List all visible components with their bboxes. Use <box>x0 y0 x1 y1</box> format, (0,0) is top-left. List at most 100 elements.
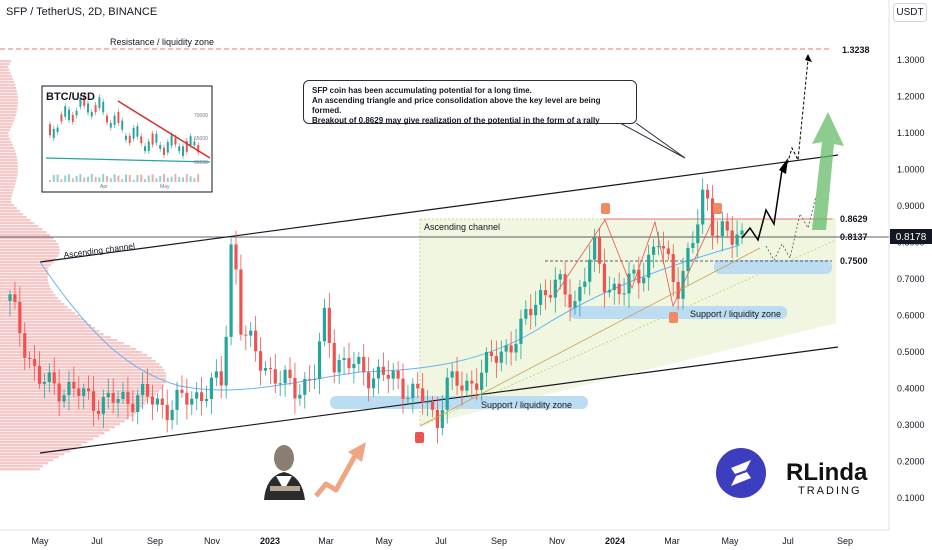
time-tick-4: 2023 <box>260 536 280 546</box>
symbol-header: SFP / TetherUS, 2D, BINANCE <box>6 6 158 18</box>
candle <box>249 322 253 348</box>
candle <box>396 361 400 390</box>
candle <box>401 363 405 414</box>
candle <box>602 248 607 308</box>
candle <box>597 228 602 274</box>
btc-inset-tick-2: 65000 <box>194 136 208 142</box>
price-tick-12: 0.1000 <box>897 493 925 503</box>
candle <box>706 183 710 211</box>
candle <box>91 376 96 427</box>
candle <box>470 370 474 399</box>
btc-inset-month-1: Apr <box>100 184 108 190</box>
candle <box>67 370 71 411</box>
time-tick-11: Mar <box>664 536 680 546</box>
candle <box>8 289 12 317</box>
candle <box>23 322 27 371</box>
price-tick-2: 1.1000 <box>897 128 925 138</box>
candle <box>101 389 105 429</box>
rlinda-logo-bottom: TRADING <box>798 485 862 497</box>
candle <box>293 362 297 414</box>
trader-illustration <box>264 445 305 500</box>
candle <box>268 357 272 385</box>
candle <box>637 256 641 299</box>
pattern-zigzag <box>554 219 713 308</box>
candle <box>661 231 665 264</box>
candle <box>656 231 661 256</box>
candle <box>131 390 135 422</box>
rlinda-logo: RLinda TRADING <box>786 459 868 497</box>
candle <box>494 340 498 379</box>
candle <box>524 300 528 325</box>
candle <box>450 363 454 390</box>
candle <box>342 346 346 375</box>
candle <box>514 329 518 361</box>
candle <box>740 223 744 245</box>
support-zone-low-label: Support / liquidity zone <box>481 400 572 410</box>
candle <box>199 377 204 416</box>
btc-inset-tick-1: 70000 <box>194 113 208 119</box>
candle <box>480 359 484 402</box>
candle <box>337 353 341 384</box>
candle <box>430 396 435 418</box>
marker-top-1 <box>601 203 610 214</box>
time-tick-1: Jul <box>91 536 103 546</box>
candle <box>72 366 76 397</box>
resistance-value: 1.3238 <box>842 45 870 55</box>
candle <box>121 382 125 404</box>
candle <box>175 381 179 425</box>
candle <box>195 382 199 411</box>
candle <box>558 269 562 290</box>
candle <box>362 343 366 386</box>
time-tick-7: Jul <box>435 536 447 546</box>
candle <box>435 396 440 444</box>
price-tick-10: 0.3000 <box>897 420 925 430</box>
marker-low-2 <box>669 312 678 323</box>
time-tick-8: Sep <box>491 536 507 546</box>
candle <box>42 373 46 399</box>
candle <box>701 178 705 234</box>
candle <box>548 279 553 303</box>
candle <box>150 384 155 420</box>
candle <box>37 351 42 389</box>
currency-unit-button[interactable]: USDT <box>893 3 927 22</box>
candle <box>416 372 420 398</box>
candle <box>367 357 371 402</box>
time-tick-6: May <box>375 536 393 546</box>
candle <box>204 386 209 408</box>
candle <box>578 279 582 317</box>
time-tick-14: Sep <box>837 536 853 546</box>
candle <box>278 370 282 396</box>
marker-top-2 <box>713 203 722 214</box>
candle <box>425 390 430 417</box>
candle <box>116 390 120 418</box>
candle <box>288 357 292 386</box>
candle <box>298 384 302 406</box>
marker-low <box>415 432 424 443</box>
candle <box>607 276 611 298</box>
candle <box>553 267 557 313</box>
candle <box>332 329 336 383</box>
candle <box>52 357 56 395</box>
candle <box>730 215 734 259</box>
candle <box>632 264 636 280</box>
candle <box>87 375 91 400</box>
candle <box>612 277 616 305</box>
candle <box>308 364 312 392</box>
time-axis[interactable]: May Jul Sep Nov 2023 Mar May Jul Sep Nov 2024 Mar Ma… <box>31 536 853 546</box>
candle <box>455 356 459 396</box>
candle <box>676 266 680 311</box>
candle <box>82 383 86 410</box>
candle <box>352 351 356 384</box>
candle <box>209 372 214 415</box>
candle <box>465 373 469 396</box>
candle <box>317 332 322 395</box>
price-tick-1: 1.2000 <box>897 92 925 102</box>
price-tick-7: 0.6000 <box>897 311 925 321</box>
channel-lower <box>39 346 839 454</box>
candle <box>691 231 695 254</box>
price-axis[interactable]: 1.30001.20001.10001.00000.90000.80000.70… <box>897 55 925 503</box>
candle <box>735 220 739 258</box>
candle <box>13 281 17 310</box>
